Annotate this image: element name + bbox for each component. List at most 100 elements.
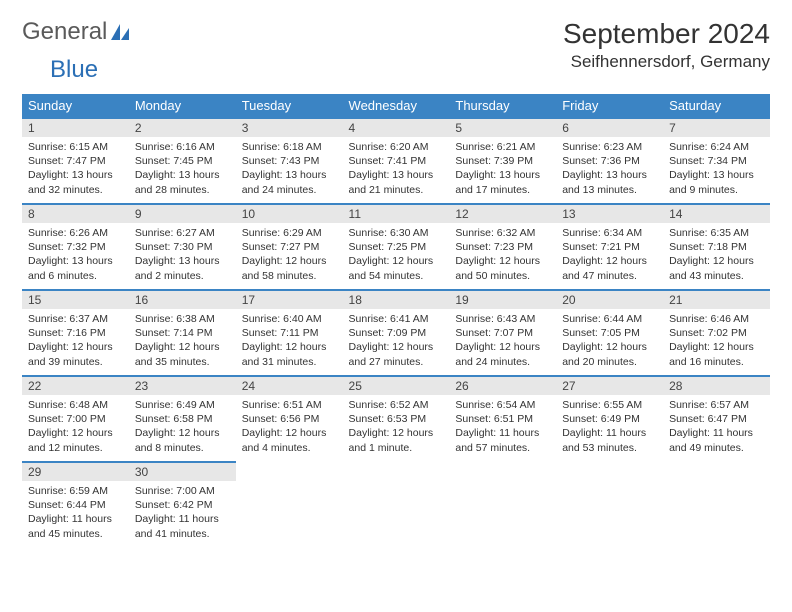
calendar-cell: 23Sunrise: 6:49 AMSunset: 6:58 PMDayligh… xyxy=(129,376,236,462)
sunset-line: Sunset: 7:43 PM xyxy=(242,154,337,168)
sunrise-line: Sunrise: 6:26 AM xyxy=(28,226,123,240)
calendar-cell: 8Sunrise: 6:26 AMSunset: 7:32 PMDaylight… xyxy=(22,204,129,290)
sunrise-line: Sunrise: 6:35 AM xyxy=(669,226,764,240)
daylight-line: Daylight: 13 hours xyxy=(28,168,123,182)
sunrise-line: Sunrise: 6:38 AM xyxy=(135,312,230,326)
daylight-line: and 43 minutes. xyxy=(669,269,764,283)
calendar-cell: 28Sunrise: 6:57 AMSunset: 6:47 PMDayligh… xyxy=(663,376,770,462)
day-number: 3 xyxy=(236,119,343,137)
calendar-cell: 17Sunrise: 6:40 AMSunset: 7:11 PMDayligh… xyxy=(236,290,343,376)
day-body: Sunrise: 6:32 AMSunset: 7:23 PMDaylight:… xyxy=(449,223,556,289)
sunset-line: Sunset: 7:30 PM xyxy=(135,240,230,254)
day-number: 18 xyxy=(343,291,450,309)
logo-text-blue: Blue xyxy=(50,56,98,84)
daylight-line: and 4 minutes. xyxy=(242,441,337,455)
sunrise-line: Sunrise: 6:55 AM xyxy=(562,398,657,412)
day-body: Sunrise: 6:41 AMSunset: 7:09 PMDaylight:… xyxy=(343,309,450,375)
sunset-line: Sunset: 7:41 PM xyxy=(349,154,444,168)
day-number: 5 xyxy=(449,119,556,137)
daylight-line: and 39 minutes. xyxy=(28,355,123,369)
day-number: 25 xyxy=(343,377,450,395)
daylight-line: Daylight: 12 hours xyxy=(669,340,764,354)
sunset-line: Sunset: 7:34 PM xyxy=(669,154,764,168)
day-body: Sunrise: 6:37 AMSunset: 7:16 PMDaylight:… xyxy=(22,309,129,375)
calendar-cell: 1Sunrise: 6:15 AMSunset: 7:47 PMDaylight… xyxy=(22,118,129,204)
daylight-line: Daylight: 12 hours xyxy=(242,340,337,354)
daylight-line: Daylight: 13 hours xyxy=(349,168,444,182)
calendar-cell: 5Sunrise: 6:21 AMSunset: 7:39 PMDaylight… xyxy=(449,118,556,204)
daylight-line: Daylight: 13 hours xyxy=(135,254,230,268)
sunset-line: Sunset: 7:18 PM xyxy=(669,240,764,254)
sunrise-line: Sunrise: 6:15 AM xyxy=(28,140,123,154)
calendar-cell: 20Sunrise: 6:44 AMSunset: 7:05 PMDayligh… xyxy=(556,290,663,376)
daylight-line: Daylight: 12 hours xyxy=(28,426,123,440)
calendar-head: Sunday Monday Tuesday Wednesday Thursday… xyxy=(22,94,770,118)
calendar-cell: 9Sunrise: 6:27 AMSunset: 7:30 PMDaylight… xyxy=(129,204,236,290)
day-body: Sunrise: 6:52 AMSunset: 6:53 PMDaylight:… xyxy=(343,395,450,461)
logo-text-gray: General xyxy=(22,18,107,46)
weekday-header: Sunday xyxy=(22,94,129,118)
calendar-cell: 14Sunrise: 6:35 AMSunset: 7:18 PMDayligh… xyxy=(663,204,770,290)
day-body: Sunrise: 6:15 AMSunset: 7:47 PMDaylight:… xyxy=(22,137,129,203)
daylight-line: Daylight: 11 hours xyxy=(28,512,123,526)
sunrise-line: Sunrise: 6:59 AM xyxy=(28,484,123,498)
daylight-line: Daylight: 13 hours xyxy=(28,254,123,268)
sunset-line: Sunset: 6:56 PM xyxy=(242,412,337,426)
daylight-line: and 57 minutes. xyxy=(455,441,550,455)
daylight-line: and 13 minutes. xyxy=(562,183,657,197)
daylight-line: and 41 minutes. xyxy=(135,527,230,541)
day-body: Sunrise: 6:51 AMSunset: 6:56 PMDaylight:… xyxy=(236,395,343,461)
day-body: Sunrise: 6:20 AMSunset: 7:41 PMDaylight:… xyxy=(343,137,450,203)
sunset-line: Sunset: 7:45 PM xyxy=(135,154,230,168)
sunset-line: Sunset: 6:53 PM xyxy=(349,412,444,426)
calendar-cell: 26Sunrise: 6:54 AMSunset: 6:51 PMDayligh… xyxy=(449,376,556,462)
sunrise-line: Sunrise: 6:23 AM xyxy=(562,140,657,154)
day-number: 8 xyxy=(22,205,129,223)
sunset-line: Sunset: 6:51 PM xyxy=(455,412,550,426)
daylight-line: Daylight: 12 hours xyxy=(135,426,230,440)
daylight-line: and 53 minutes. xyxy=(562,441,657,455)
day-number: 7 xyxy=(663,119,770,137)
sunset-line: Sunset: 7:00 PM xyxy=(28,412,123,426)
calendar-cell: .. xyxy=(236,462,343,548)
sunset-line: Sunset: 6:47 PM xyxy=(669,412,764,426)
weekday-header: Monday xyxy=(129,94,236,118)
sunset-line: Sunset: 7:14 PM xyxy=(135,326,230,340)
sunrise-line: Sunrise: 6:30 AM xyxy=(349,226,444,240)
weekday-header: Friday xyxy=(556,94,663,118)
day-number: 21 xyxy=(663,291,770,309)
day-number: 9 xyxy=(129,205,236,223)
logo: General xyxy=(22,18,131,46)
day-body: Sunrise: 6:30 AMSunset: 7:25 PMDaylight:… xyxy=(343,223,450,289)
calendar-cell: 7Sunrise: 6:24 AMSunset: 7:34 PMDaylight… xyxy=(663,118,770,204)
calendar-cell: 18Sunrise: 6:41 AMSunset: 7:09 PMDayligh… xyxy=(343,290,450,376)
day-body: Sunrise: 6:43 AMSunset: 7:07 PMDaylight:… xyxy=(449,309,556,375)
calendar-cell: 21Sunrise: 6:46 AMSunset: 7:02 PMDayligh… xyxy=(663,290,770,376)
day-number: 6 xyxy=(556,119,663,137)
day-body: Sunrise: 6:21 AMSunset: 7:39 PMDaylight:… xyxy=(449,137,556,203)
day-number: 15 xyxy=(22,291,129,309)
sunset-line: Sunset: 7:47 PM xyxy=(28,154,123,168)
sunrise-line: Sunrise: 6:20 AM xyxy=(349,140,444,154)
daylight-line: Daylight: 12 hours xyxy=(562,340,657,354)
day-number: 14 xyxy=(663,205,770,223)
daylight-line: and 16 minutes. xyxy=(669,355,764,369)
daylight-line: and 50 minutes. xyxy=(455,269,550,283)
sunset-line: Sunset: 7:02 PM xyxy=(669,326,764,340)
weekday-header: Tuesday xyxy=(236,94,343,118)
sunset-line: Sunset: 7:27 PM xyxy=(242,240,337,254)
sunrise-line: Sunrise: 6:52 AM xyxy=(349,398,444,412)
calendar-row: 22Sunrise: 6:48 AMSunset: 7:00 PMDayligh… xyxy=(22,376,770,462)
daylight-line: Daylight: 12 hours xyxy=(242,426,337,440)
day-number: 19 xyxy=(449,291,556,309)
calendar-cell: 30Sunrise: 7:00 AMSunset: 6:42 PMDayligh… xyxy=(129,462,236,548)
daylight-line: Daylight: 12 hours xyxy=(455,340,550,354)
day-number: 24 xyxy=(236,377,343,395)
day-body: Sunrise: 6:24 AMSunset: 7:34 PMDaylight:… xyxy=(663,137,770,203)
calendar-cell: 11Sunrise: 6:30 AMSunset: 7:25 PMDayligh… xyxy=(343,204,450,290)
daylight-line: Daylight: 12 hours xyxy=(28,340,123,354)
calendar-cell: 2Sunrise: 6:16 AMSunset: 7:45 PMDaylight… xyxy=(129,118,236,204)
sunset-line: Sunset: 7:07 PM xyxy=(455,326,550,340)
day-body: Sunrise: 6:18 AMSunset: 7:43 PMDaylight:… xyxy=(236,137,343,203)
daylight-line: Daylight: 11 hours xyxy=(135,512,230,526)
